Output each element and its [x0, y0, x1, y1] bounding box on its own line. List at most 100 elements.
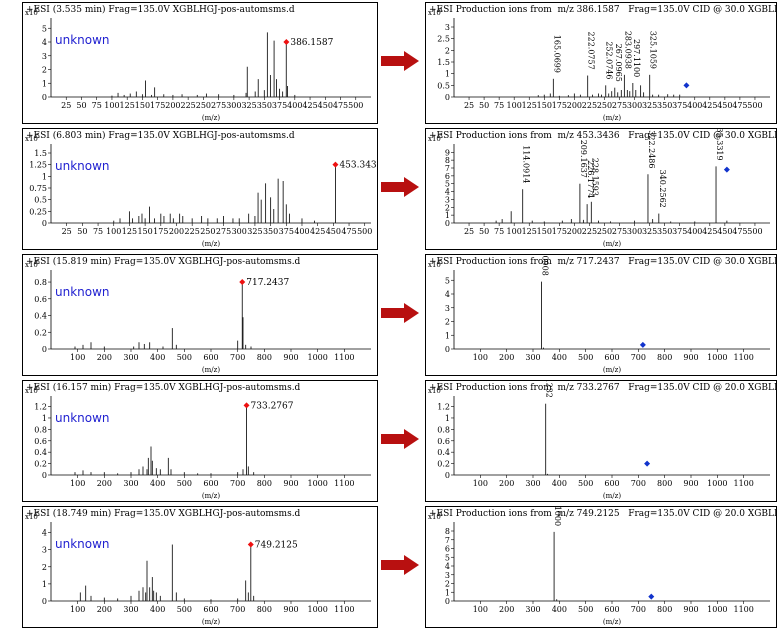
unknown-label: unknown — [55, 159, 110, 173]
y-tick-label: 1 — [42, 79, 47, 88]
x-tick-label: 300 — [627, 227, 642, 236]
x-tick-label: 225 — [181, 101, 196, 110]
x-tick-label: 500 — [747, 101, 762, 110]
y-tick-label: 0 — [445, 345, 450, 354]
x-tick-label: 425 — [302, 101, 317, 110]
y-tick-label: 4 — [445, 290, 450, 299]
x-tick-label: 325 — [642, 101, 657, 110]
x-tick-label: 150 — [137, 227, 152, 236]
x-tick-label: 100 — [473, 605, 488, 614]
precursor-mz-label: 717.2437 — [246, 278, 289, 288]
transition-arrow — [380, 302, 420, 328]
precursor-position-marker — [639, 341, 646, 348]
y-tick-label: 3 — [445, 571, 450, 580]
x-tick-label: 100 — [70, 605, 85, 614]
x-tick-label: 150 — [135, 101, 150, 110]
precursor-position-marker — [723, 166, 730, 173]
y-tick-label: 2 — [445, 580, 450, 589]
x-tick-label: 25 — [464, 227, 474, 236]
y-tick-label: 8 — [445, 527, 450, 536]
peak-label: 226.1774 — [586, 160, 595, 198]
x-tick-label: 400 — [150, 605, 165, 614]
x-tick-label: 125 — [522, 227, 537, 236]
x-tick-label: 475 — [732, 227, 747, 236]
y-tick-label: 0.75 — [29, 184, 47, 193]
y-tick-label: 1 — [42, 414, 47, 423]
x-tick-label: 800 — [257, 353, 272, 362]
x-tick-label: 900 — [683, 353, 698, 362]
x-tick-label: 500 — [747, 227, 762, 236]
y-tick-label: 0 — [445, 471, 450, 480]
y-exponent-value: 5 — [36, 133, 40, 140]
y-tick-label: 5 — [445, 276, 450, 285]
x-tick-label: 1100 — [733, 605, 753, 614]
x-tick-label: 900 — [283, 605, 298, 614]
x-tick-label: 150 — [537, 227, 552, 236]
x-tick-label: 75 — [93, 227, 103, 236]
y-tick-label: 0.2 — [437, 460, 450, 469]
y-tick-label: 0.2 — [34, 328, 47, 337]
peak-label: 325.1059 — [649, 31, 658, 69]
y-tick-label: 1 — [445, 331, 450, 340]
y-tick-label: 0.6 — [437, 437, 450, 446]
x-axis-label: (m/z) — [202, 240, 220, 248]
x-tick-label: 300 — [123, 353, 138, 362]
x-tick-label: 500 — [177, 605, 192, 614]
x-tick-label: 400 — [687, 101, 702, 110]
x-tick-label: 900 — [283, 353, 298, 362]
x-tick-label: 500 — [578, 353, 593, 362]
x-tick-label: 350 — [263, 227, 278, 236]
x-tick-label: 300 — [525, 605, 540, 614]
x-axis-label: (m/z) — [202, 114, 220, 122]
y-tick-label: 6 — [445, 172, 450, 181]
x-tick-label: 1000 — [707, 479, 727, 488]
x-tick-label: 400 — [150, 353, 165, 362]
precursor-position-marker — [648, 593, 655, 600]
precursor-position-marker — [644, 460, 651, 467]
x-tick-label: 900 — [283, 479, 298, 488]
x-tick-label: 400 — [287, 101, 302, 110]
x-tick-label: 450 — [717, 101, 732, 110]
y-tick-label: 0.4 — [437, 448, 450, 457]
y-exponent-label: x10 — [428, 387, 441, 395]
x-tick-label: 175 — [150, 101, 165, 110]
y-tick-label: 3 — [42, 52, 47, 61]
peak-label: 332.0908 — [540, 255, 549, 276]
y-tick-label: 7 — [445, 536, 450, 545]
peak-label: 297.1100 — [632, 39, 641, 77]
precursor-mz-label: 749.2125 — [255, 541, 298, 551]
y-tick-label: 0 — [445, 597, 450, 606]
x-axis-label: (m/z) — [603, 618, 621, 626]
precursor-marker — [332, 161, 339, 168]
y-tick-label: 2 — [445, 46, 450, 55]
x-tick-label: 350 — [657, 101, 672, 110]
y-tick-label: 0 — [445, 93, 450, 102]
peak-label: 283.0938 — [623, 31, 632, 69]
x-tick-label: 250 — [597, 101, 612, 110]
x-tick-label: 600 — [203, 353, 218, 362]
x-tick-label: 700 — [230, 353, 245, 362]
x-tick-label: 375 — [672, 227, 687, 236]
y-tick-label: 0.4 — [34, 312, 47, 321]
panel-title: +ESI Production ions from m/z 749.2125 F… — [429, 509, 777, 519]
y-tick-label: 4 — [42, 38, 47, 47]
y-tick-label: 1 — [445, 588, 450, 597]
x-tick-label: 100 — [106, 227, 121, 236]
x-tick-label: 400 — [552, 605, 567, 614]
x-tick-label: 1100 — [334, 353, 354, 362]
x-tick-label: 100 — [70, 353, 85, 362]
x-tick-label: 700 — [230, 479, 245, 488]
x-tick-label: 200 — [567, 227, 582, 236]
x-tick-label: 250 — [196, 101, 211, 110]
x-tick-label: 25 — [464, 101, 474, 110]
x-tick-label: 425 — [702, 227, 717, 236]
y-exponent-value: 5 — [36, 511, 40, 518]
x-tick-label: 425 — [702, 101, 717, 110]
y-tick-label: 3 — [445, 304, 450, 313]
y-tick-label: 2 — [445, 318, 450, 327]
x-tick-label: 425 — [310, 227, 325, 236]
x-tick-label: 25 — [62, 227, 72, 236]
x-tick-label: 125 — [120, 101, 135, 110]
